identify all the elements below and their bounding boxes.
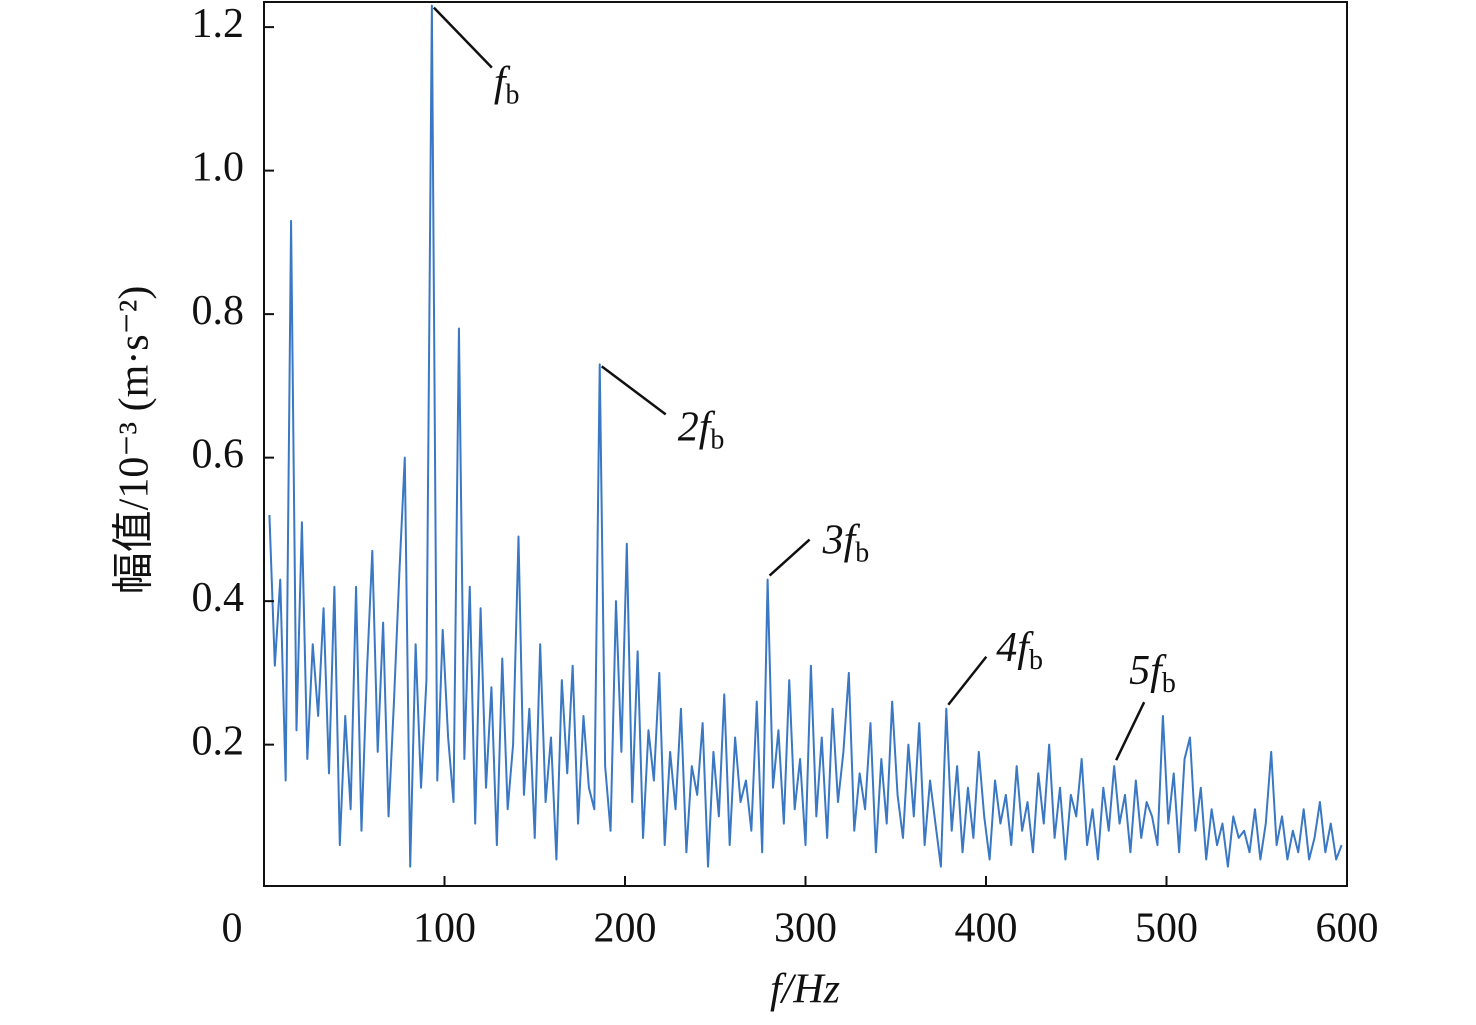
- y-axis-label: 幅值/10⁻³ (m·s⁻²): [112, 286, 158, 595]
- x-tick-label: 0: [222, 906, 243, 952]
- annotation-subscript: b: [710, 425, 724, 456]
- annotation-subscript: b: [506, 80, 520, 111]
- annotation-leader: [768, 538, 811, 577]
- x-tick-label: 500: [1135, 906, 1198, 952]
- x-tick-label: 300: [774, 906, 837, 952]
- annotation-text: 5f: [1129, 648, 1167, 694]
- annotation-label: 4fb: [996, 624, 1043, 676]
- y-tick-label: 0.2: [192, 718, 245, 764]
- annotation-leader: [947, 655, 988, 706]
- annotation-subscript: b: [1162, 669, 1176, 700]
- y-tick-label: 1.0: [192, 144, 245, 190]
- annotation-text: 3f: [822, 517, 861, 563]
- x-tick-label: 100: [413, 906, 476, 952]
- y-tick-label: 1.2: [192, 1, 245, 47]
- x-tick-label: 600: [1316, 906, 1379, 952]
- y-tick-label: 0.8: [192, 288, 245, 334]
- x-axis-label: f/Hz: [770, 967, 840, 1013]
- annotation-leader: [432, 6, 493, 69]
- x-tick-label: 400: [955, 906, 1018, 952]
- plot-frame: [263, 1, 1348, 887]
- annotation-text: 4f: [996, 624, 1034, 670]
- y-tick-label: 0.4: [192, 575, 245, 621]
- annotation-label: 5fb: [1129, 648, 1176, 700]
- annotation-label: 2fb: [678, 404, 725, 456]
- annotation-text: 2f: [678, 404, 716, 450]
- annotation-label: 3fb: [822, 517, 870, 569]
- y-tick-label: 0.6: [192, 431, 245, 477]
- data-line: [268, 4, 1343, 868]
- annotation-subscript: b: [1029, 645, 1043, 676]
- x-tick-label: 200: [594, 906, 657, 952]
- annotation-label: fb: [494, 59, 520, 111]
- annotation-leader: [1115, 701, 1146, 761]
- annotation-leader: [600, 365, 667, 416]
- annotation-subscript: b: [855, 538, 869, 569]
